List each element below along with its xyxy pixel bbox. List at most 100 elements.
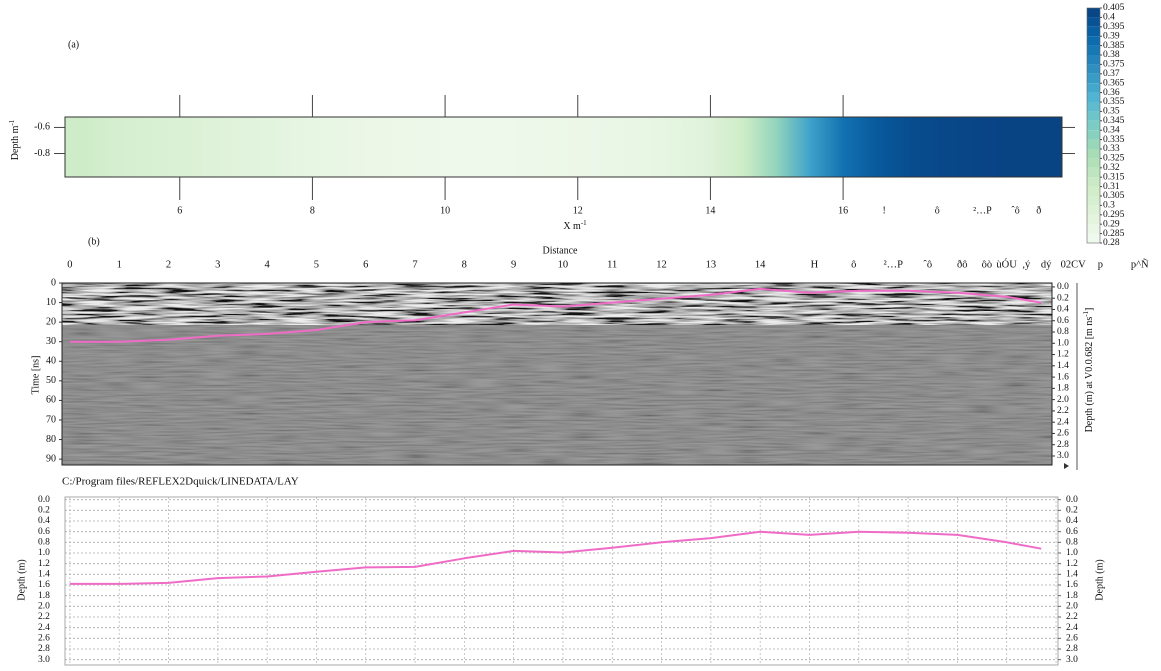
y-tick-label: 0.8 (38, 538, 50, 548)
colorbar-swatch (1087, 36, 1100, 45)
colorbar-swatch (1087, 74, 1100, 83)
y-tick-label: 0.6 (38, 527, 50, 537)
heatmap-cell (213, 117, 247, 177)
x-tick-label: 0 (67, 259, 72, 270)
x-tick-label: 6 (177, 205, 182, 216)
colorbar-swatch (1087, 187, 1100, 196)
colorbar-swatch (1087, 196, 1100, 205)
colorbar-tick-label: 0.365 (1103, 78, 1125, 88)
x-tick-label: 8 (310, 205, 315, 216)
colorbar-tick-label: 0.36 (1103, 88, 1120, 98)
y2-tick-label: 1.4 (1066, 570, 1078, 580)
y-tick-label: 10 (46, 297, 56, 308)
colorbar-tick-label: 0.305 (1103, 191, 1125, 201)
colorbar-tick-label: 0.295 (1103, 210, 1125, 220)
y-tick-label: 1.2 (38, 559, 50, 569)
x-axis-title: Distance (543, 245, 579, 256)
y-tick-label: 20 (46, 316, 56, 327)
heatmap-cell (545, 117, 579, 177)
y-tick-label: 1.8 (38, 591, 50, 601)
colorbar-tick-label: 0.335 (1103, 135, 1125, 145)
x-tick-label: p^Ñ (1131, 258, 1149, 270)
heatmap-cell (943, 117, 977, 177)
panel-label: (a) (68, 39, 79, 50)
colorbar-tick-label: 0.355 (1103, 97, 1125, 107)
y2-tick-label: 1.0 (1066, 548, 1078, 558)
colorbar-swatch (1087, 158, 1100, 167)
x-tick-label: ! (883, 205, 886, 216)
heatmap-cell (279, 117, 313, 177)
heatmap-cell (312, 117, 346, 177)
colorbar-swatch (1087, 177, 1100, 186)
figure: (a) Depth m-1 X m-1 (b) Distance Time [n… (0, 0, 1161, 671)
heatmap-cell (246, 117, 280, 177)
y-tick-label: 40 (46, 356, 56, 367)
y-tick-label: 2.2 (38, 612, 50, 622)
radargram-texture (62, 322, 1052, 465)
x-tick-label: 4 (264, 259, 270, 270)
x-tick-label: 02CV (1061, 259, 1087, 270)
x-tick-label: 8 (462, 259, 467, 270)
y-tick-label: 90 (46, 453, 56, 464)
colorbar-tick-label: 0.35 (1103, 107, 1120, 117)
y2-tick-label: 1.8 (1066, 591, 1078, 601)
y2-tick-label: 0.6 (1066, 527, 1078, 537)
colorbar-tick-label: 0.325 (1103, 154, 1125, 164)
colorbar-swatch (1087, 83, 1100, 92)
colorbar-swatch (1087, 55, 1100, 64)
y2-tick-label: 2.4 (1066, 623, 1078, 633)
x-tick-label: 13 (706, 259, 717, 270)
x-tick-label: p (1098, 259, 1103, 270)
colorbar-tick-label: 0.31 (1103, 182, 1120, 192)
y-axis-label: Time [ns] (30, 356, 41, 395)
heatmap-cell (511, 117, 545, 177)
y2-tick-label: 1.6 (1057, 372, 1069, 382)
x-tick-label: 1 (117, 259, 122, 270)
colorbar-tick-label: 0.38 (1103, 50, 1120, 60)
heatmap-cell (909, 117, 943, 177)
colorbar-swatch (1087, 224, 1100, 233)
colorbar-tick-label: 0.3 (1103, 201, 1115, 211)
heatmap-cell (777, 117, 811, 177)
x-tick-label: 12 (573, 205, 583, 216)
heatmap-cell (578, 117, 612, 177)
colorbar-swatch (1087, 234, 1100, 243)
x-tick-label: 12 (656, 259, 667, 270)
x-tick-label: 3 (215, 259, 220, 270)
plot-frame (65, 497, 1058, 665)
y2-tick-label: 0.8 (1057, 327, 1069, 337)
y2-tick-label: 2.6 (1057, 429, 1069, 439)
y-tick-label: 0 (51, 277, 56, 288)
heatmap-cell (180, 117, 214, 177)
heatmap-cell (1009, 117, 1043, 177)
x-tick-label: ²…P (973, 205, 992, 216)
y-tick-label: -0.8 (34, 148, 50, 159)
x-axis-label: X m-1 (563, 219, 587, 233)
y-tick-label: 30 (46, 336, 56, 347)
y-tick-label: 80 (46, 434, 56, 445)
x-tick-label: ôò (982, 259, 993, 270)
y2-tick-label: 0.2 (1057, 293, 1069, 303)
x-tick-label: 10 (440, 205, 450, 216)
colorbar-tick-label: 0.395 (1103, 22, 1125, 32)
y-tick-label: 2.8 (38, 644, 50, 654)
x-tick-label: ,ý (1022, 259, 1031, 270)
y-tick-label: 2.4 (38, 623, 50, 633)
colorbar-tick-label: 0.34 (1103, 125, 1120, 135)
colorbar-tick-label: 0.315 (1103, 172, 1125, 182)
colorbar-swatch (1087, 46, 1100, 55)
heatmap-cell (147, 117, 181, 177)
x-tick-label: ²…P (883, 259, 903, 270)
y2-tick-label: 2.8 (1066, 644, 1078, 654)
y-tick-label: 2.0 (38, 602, 50, 612)
y2-tick-label: 0.4 (1066, 516, 1078, 526)
colorbar-swatch (1087, 8, 1100, 17)
y-tick-label: 70 (46, 414, 56, 425)
x-tick-label: 10 (558, 259, 569, 270)
heatmap-cell (976, 117, 1010, 177)
colorbar-swatch (1087, 93, 1100, 102)
y-axis-label: Depth m-1 (8, 119, 22, 160)
heatmap-cell (710, 117, 744, 177)
page: Soil moisture and GPR profile html, body… (0, 0, 1161, 671)
y2-tick-label: 1.8 (1057, 384, 1069, 394)
